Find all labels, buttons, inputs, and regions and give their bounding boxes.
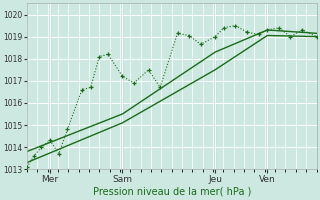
X-axis label: Pression niveau de la mer( hPa ): Pression niveau de la mer( hPa ) — [92, 187, 251, 197]
